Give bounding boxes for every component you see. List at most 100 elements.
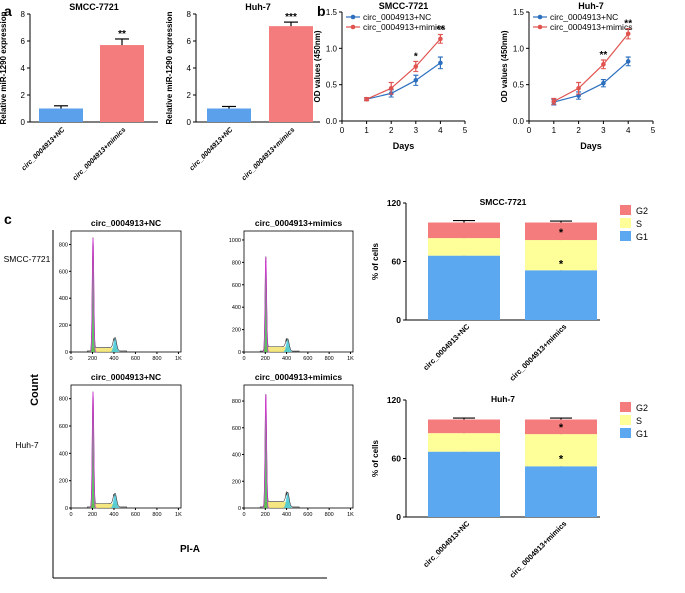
flow-s-phase-fill [90,503,118,508]
a2-ylabel: Relative miR-1290 expression [165,11,174,124]
flow-ytick-label: 600 [59,269,68,275]
flow-ytick-label: 600 [232,426,241,432]
a1-title: SMCC-7721 [69,2,119,12]
flow-xtick-label: 1K [175,512,182,518]
a1-ytick-label: 8 [21,10,26,19]
c1-ytick-label: 0 [396,315,401,325]
flow-ytick-label: 200 [59,479,68,485]
a1-ytick-label: 6 [21,37,26,46]
b1-title: SMCC-7721 [379,1,429,11]
flow-plot-frame [243,384,354,509]
flow-plot-title: circ_0004913+NC [91,372,161,382]
b1-significance: * [414,51,418,62]
flow-xtick-label: 0 [242,356,245,362]
panel-label-c: c [4,211,12,227]
b2-data-point [551,99,557,104]
c1-segment-s [428,238,500,256]
c2-segment-g2 [428,419,500,434]
b1-series-line-1 [366,38,441,100]
c2-legend-label: S [636,416,642,426]
flow-ytick-label: 0 [65,506,68,512]
flow-ytick-label: 0 [65,350,68,356]
flow-xtick-label: 200 [261,512,270,518]
c2-ylabel: % of cells [371,440,380,477]
flow-g1-fill [262,395,270,508]
c2-legend-swatch [620,428,631,438]
flow-ytick-label: 0 [238,350,241,356]
flow-xtick-label: 0 [69,512,72,518]
a2-bar-mimics [269,26,313,122]
b2-xtick-label: 5 [651,126,656,135]
flow-row-label: SMCC-7721 [4,254,51,264]
b2-series-line-1 [553,33,629,102]
b2-legend-label: circ_0004913+mimics [550,22,632,32]
flow-ytick-label: 800 [59,242,68,248]
b1-ytick-label: 1.0 [326,44,338,53]
flow-xtick-label: 1K [347,356,354,362]
flow-g1-fit-line [90,237,97,353]
flow-ytick-label: 200 [59,323,68,329]
b2-data-point [601,80,606,86]
flow-g1-fill [89,238,97,352]
flow-ytick-label: 400 [232,453,241,459]
b2-xtick-label: 1 [552,126,557,135]
b1-xlabel: Days [393,141,415,151]
flow-plot-title: circ_0004913+mimics [255,372,342,382]
b2-xtick-label: 2 [576,126,581,135]
b2-ytick-label: 0.5 [513,81,525,90]
flow-ytick-label: 200 [232,479,241,485]
c1-legend-swatch [620,205,631,215]
flow-ytick-label: 400 [59,451,68,457]
b2-significance: ** [624,19,632,30]
flow-ytick-label: 600 [232,283,241,289]
flow-xtick-label: 1K [347,512,354,518]
c2-category-label: circ_0004913+mimics [508,519,569,580]
flow-s-phase-fill [263,501,290,508]
b2-title: Huh-7 [578,1,604,11]
c1-legend-label: S [636,219,642,229]
flow-ytick-label: 800 [232,260,241,266]
b1-data-point [438,60,443,66]
flow-plot-frame [243,230,354,353]
flow-ytick-label: 800 [232,399,241,405]
b1-legend-label: circ_0004913+NC [363,12,431,22]
flow-g1-fill [89,393,97,508]
c2-segment-g1 [428,451,500,517]
a2-ytick-label: 4 [187,64,192,73]
c2-ytick-label: 0 [396,512,401,522]
b2-ytick-label: 1.5 [513,8,525,17]
a1-ylabel: Relative miR-1290 expression [0,11,8,124]
flow-cytometry-panel: Count PI-A SMCC-7721 Huh-7 circ_0004913+NC 0 2… [4,218,354,579]
flow-xtick-label: 200 [88,512,97,518]
flow-plot-frame [70,384,182,509]
flow-xtick-label: 800 [152,356,161,362]
flow-xtick-label: 400 [109,356,118,362]
b2-legend-label: circ_0004913+NC [550,12,618,22]
chart-c2: Huh-7 0 60 120 % of cells circ_0004913+NC * * ci… [371,394,648,580]
flow-g1-fill [262,257,270,352]
b1-xtick-label: 5 [463,126,468,135]
flow-xtick-label: 0 [69,356,72,362]
c2-segment-g1 [525,466,597,517]
c2-significance: * [559,453,564,465]
c1-legend-label: G2 [636,206,648,216]
panel-label-a: a [4,3,12,19]
flow-xtick-label: 0 [242,512,245,518]
flow-g2-fill [110,338,120,352]
b2-data-point [576,86,581,91]
chart-c1: SMCC-7721 0 60 120 % of cells circ_0004913+NC… [371,197,648,383]
c1-significance: * [559,227,564,239]
b2-series-line-0 [553,60,629,103]
flow-ytick-label: 200 [232,328,241,334]
c2-category-label: circ_0004913+NC [421,519,472,570]
b1-legend-marker [350,14,356,20]
b1-xtick-label: 0 [340,126,345,135]
flow-xtick-label: 600 [131,356,140,362]
a1-ytick-label: 2 [21,91,26,100]
c1-segment-g2 [428,222,500,239]
flow-xtick-label: 600 [131,512,140,518]
b1-data-point [438,36,443,42]
chart-a2: Huh-7 0 2 4 6 8 Relative miR-1290 expression ci… [165,2,320,182]
c1-ytick-label: 120 [387,198,401,208]
